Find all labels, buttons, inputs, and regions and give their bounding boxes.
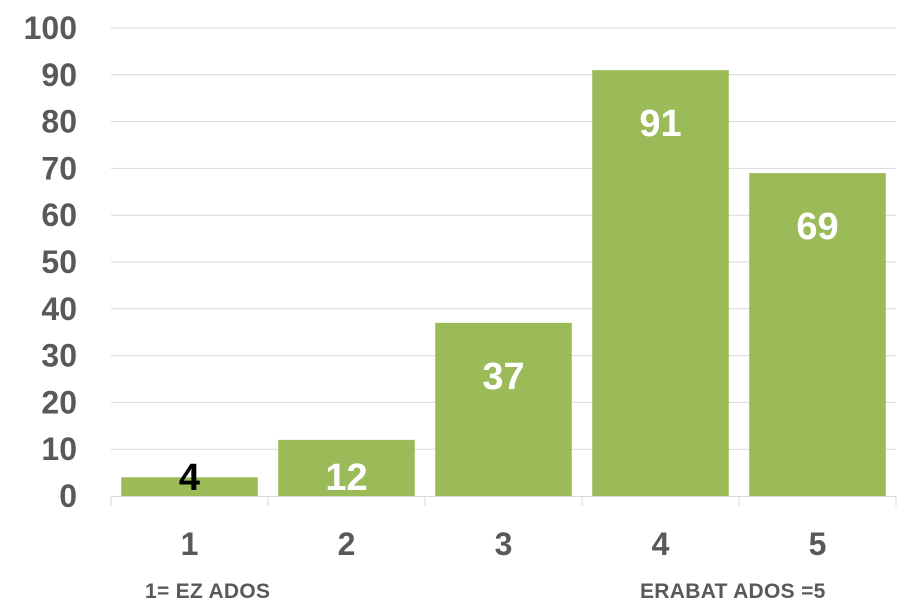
x-tick-label: 5	[809, 526, 827, 562]
bar-1	[121, 477, 258, 496]
y-tick-label: 0	[59, 478, 77, 514]
x-tick-label: 4	[652, 526, 670, 562]
y-tick-label: 60	[41, 197, 77, 233]
y-tick-label: 20	[41, 384, 77, 420]
y-tick-label: 90	[41, 57, 77, 93]
gridlines	[111, 27, 896, 450]
y-tick-label: 80	[41, 104, 77, 140]
y-tick-label: 10	[41, 431, 77, 467]
data-label-4: 91	[639, 103, 681, 145]
x-tick-label: 2	[338, 526, 356, 562]
y-tick-label: 70	[41, 150, 77, 186]
y-tick-label: 100	[24, 10, 77, 46]
data-label-5: 69	[796, 206, 838, 248]
x-tick-label: 1	[181, 526, 199, 562]
y-tick-label: 30	[41, 338, 77, 374]
y-tick-label: 40	[41, 291, 77, 327]
bars: 4 12 37 91 69	[121, 70, 886, 499]
scale-min-note: 1= EZ ADOS	[145, 580, 271, 603]
y-axis: 0 10 20 30 40 50 60 70 80 90 100	[24, 10, 77, 514]
data-label-1: 4	[179, 457, 200, 499]
x-tick-label: 3	[495, 526, 513, 562]
data-label-2: 12	[325, 457, 367, 499]
y-tick-label: 50	[41, 244, 77, 280]
bar-3	[435, 322, 572, 496]
bar-2	[278, 439, 415, 496]
data-label-3: 37	[482, 356, 524, 398]
x-axis: 1 2 3 4 5	[110, 496, 897, 562]
bar-4	[592, 70, 729, 497]
scale-max-note: ERABAT ADOS =5	[640, 580, 826, 603]
bar-5	[749, 173, 886, 496]
